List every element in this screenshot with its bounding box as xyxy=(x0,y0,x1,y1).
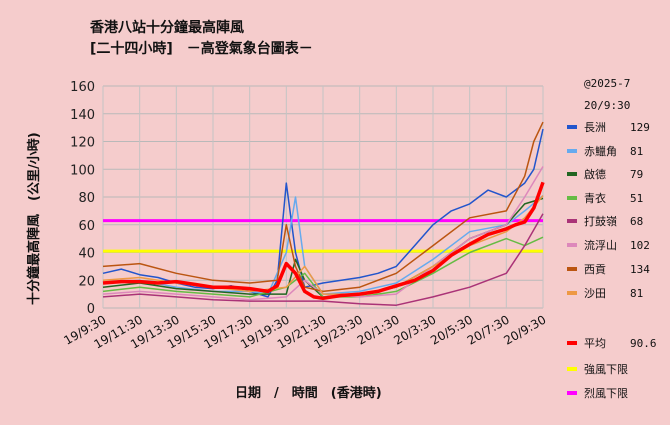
grid xyxy=(102,85,544,309)
y-tick-label: 80 xyxy=(78,191,95,206)
legend-swatch xyxy=(567,172,577,176)
y-axis-ticks: 0 20 40 60 80 100 120 140 160 xyxy=(70,80,95,317)
legend-series-value: 51 xyxy=(630,192,643,205)
legend-series-value: 102 xyxy=(630,239,650,252)
legend-swatch xyxy=(567,243,577,247)
y-tick-label: 140 xyxy=(70,108,95,123)
legend-series-value: 81 xyxy=(630,287,643,300)
legend-series-value: 134 xyxy=(630,263,650,276)
chart-title-line1: 香港八站十分鐘最高陣風 xyxy=(89,19,244,36)
series-lines xyxy=(102,121,545,306)
legend-series-value: 129 xyxy=(630,121,650,134)
y-tick-label: 120 xyxy=(70,136,95,151)
legend-series-name: 打鼓嶺 xyxy=(584,214,617,228)
series-line xyxy=(102,213,544,306)
x-axis-label: 日期 / 時間 (香港時) xyxy=(235,385,382,401)
legend-swatch xyxy=(567,291,577,295)
legend-swatch xyxy=(567,149,577,153)
legend-threshold-name: 強風下限 xyxy=(584,363,628,376)
y-tick-label: 0 xyxy=(87,302,95,317)
legend-swatch xyxy=(567,125,577,129)
legend-series-name: 平均 xyxy=(584,337,606,350)
x-axis-ticks: 19/9:3019/11:3019/13:3019/15:3019/17:301… xyxy=(61,312,548,351)
legend-series-name: 啟德 xyxy=(584,167,606,181)
x-tick-label: 20/9:30 xyxy=(501,312,548,347)
legend-series-value: 90.6 xyxy=(630,337,657,350)
legend-series-name: 長洲 xyxy=(584,121,606,134)
legend-series-name: 西貢 xyxy=(584,263,606,276)
series-line xyxy=(102,121,544,293)
legend-swatch xyxy=(567,367,577,371)
legend-series-value: 68 xyxy=(630,215,643,228)
legend: 長洲 129 赤鱲角 81 啟德 79 青衣 51 打鼓嶺 68 流浮山 102 西貢 134 沙田 81 平均… xyxy=(567,121,657,400)
legend-series-name: 沙田 xyxy=(584,287,606,300)
legend-series-name: 流浮山 xyxy=(584,238,617,252)
legend-swatch xyxy=(567,391,577,395)
timestamp-line1: @2025-7 xyxy=(584,77,630,90)
y-tick-label: 160 xyxy=(70,80,95,95)
legend-swatch xyxy=(567,341,577,345)
y-axis-label: 十分鐘最高陣風 (公里/小時) xyxy=(26,132,42,305)
y-tick-label: 60 xyxy=(78,219,95,234)
legend-series-name: 赤鱲角 xyxy=(584,145,617,158)
timestamp-line2: 20/9:30 xyxy=(584,99,630,112)
legend-series-value: 81 xyxy=(630,145,643,158)
y-tick-label: 40 xyxy=(78,247,95,262)
series-line xyxy=(102,181,545,301)
threshold-lines xyxy=(103,219,543,253)
legend-series-name: 青衣 xyxy=(584,191,606,205)
legend-swatch xyxy=(567,219,577,223)
chart-title-line2: [二十四小時] －高登氣象台圖表－ xyxy=(90,40,313,57)
y-tick-label: 20 xyxy=(78,274,95,289)
y-tick-label: 100 xyxy=(70,163,95,178)
legend-series-value: 79 xyxy=(630,168,643,181)
legend-threshold-name: 烈風下限 xyxy=(584,386,628,400)
legend-swatch xyxy=(567,196,577,200)
legend-swatch xyxy=(567,267,577,271)
